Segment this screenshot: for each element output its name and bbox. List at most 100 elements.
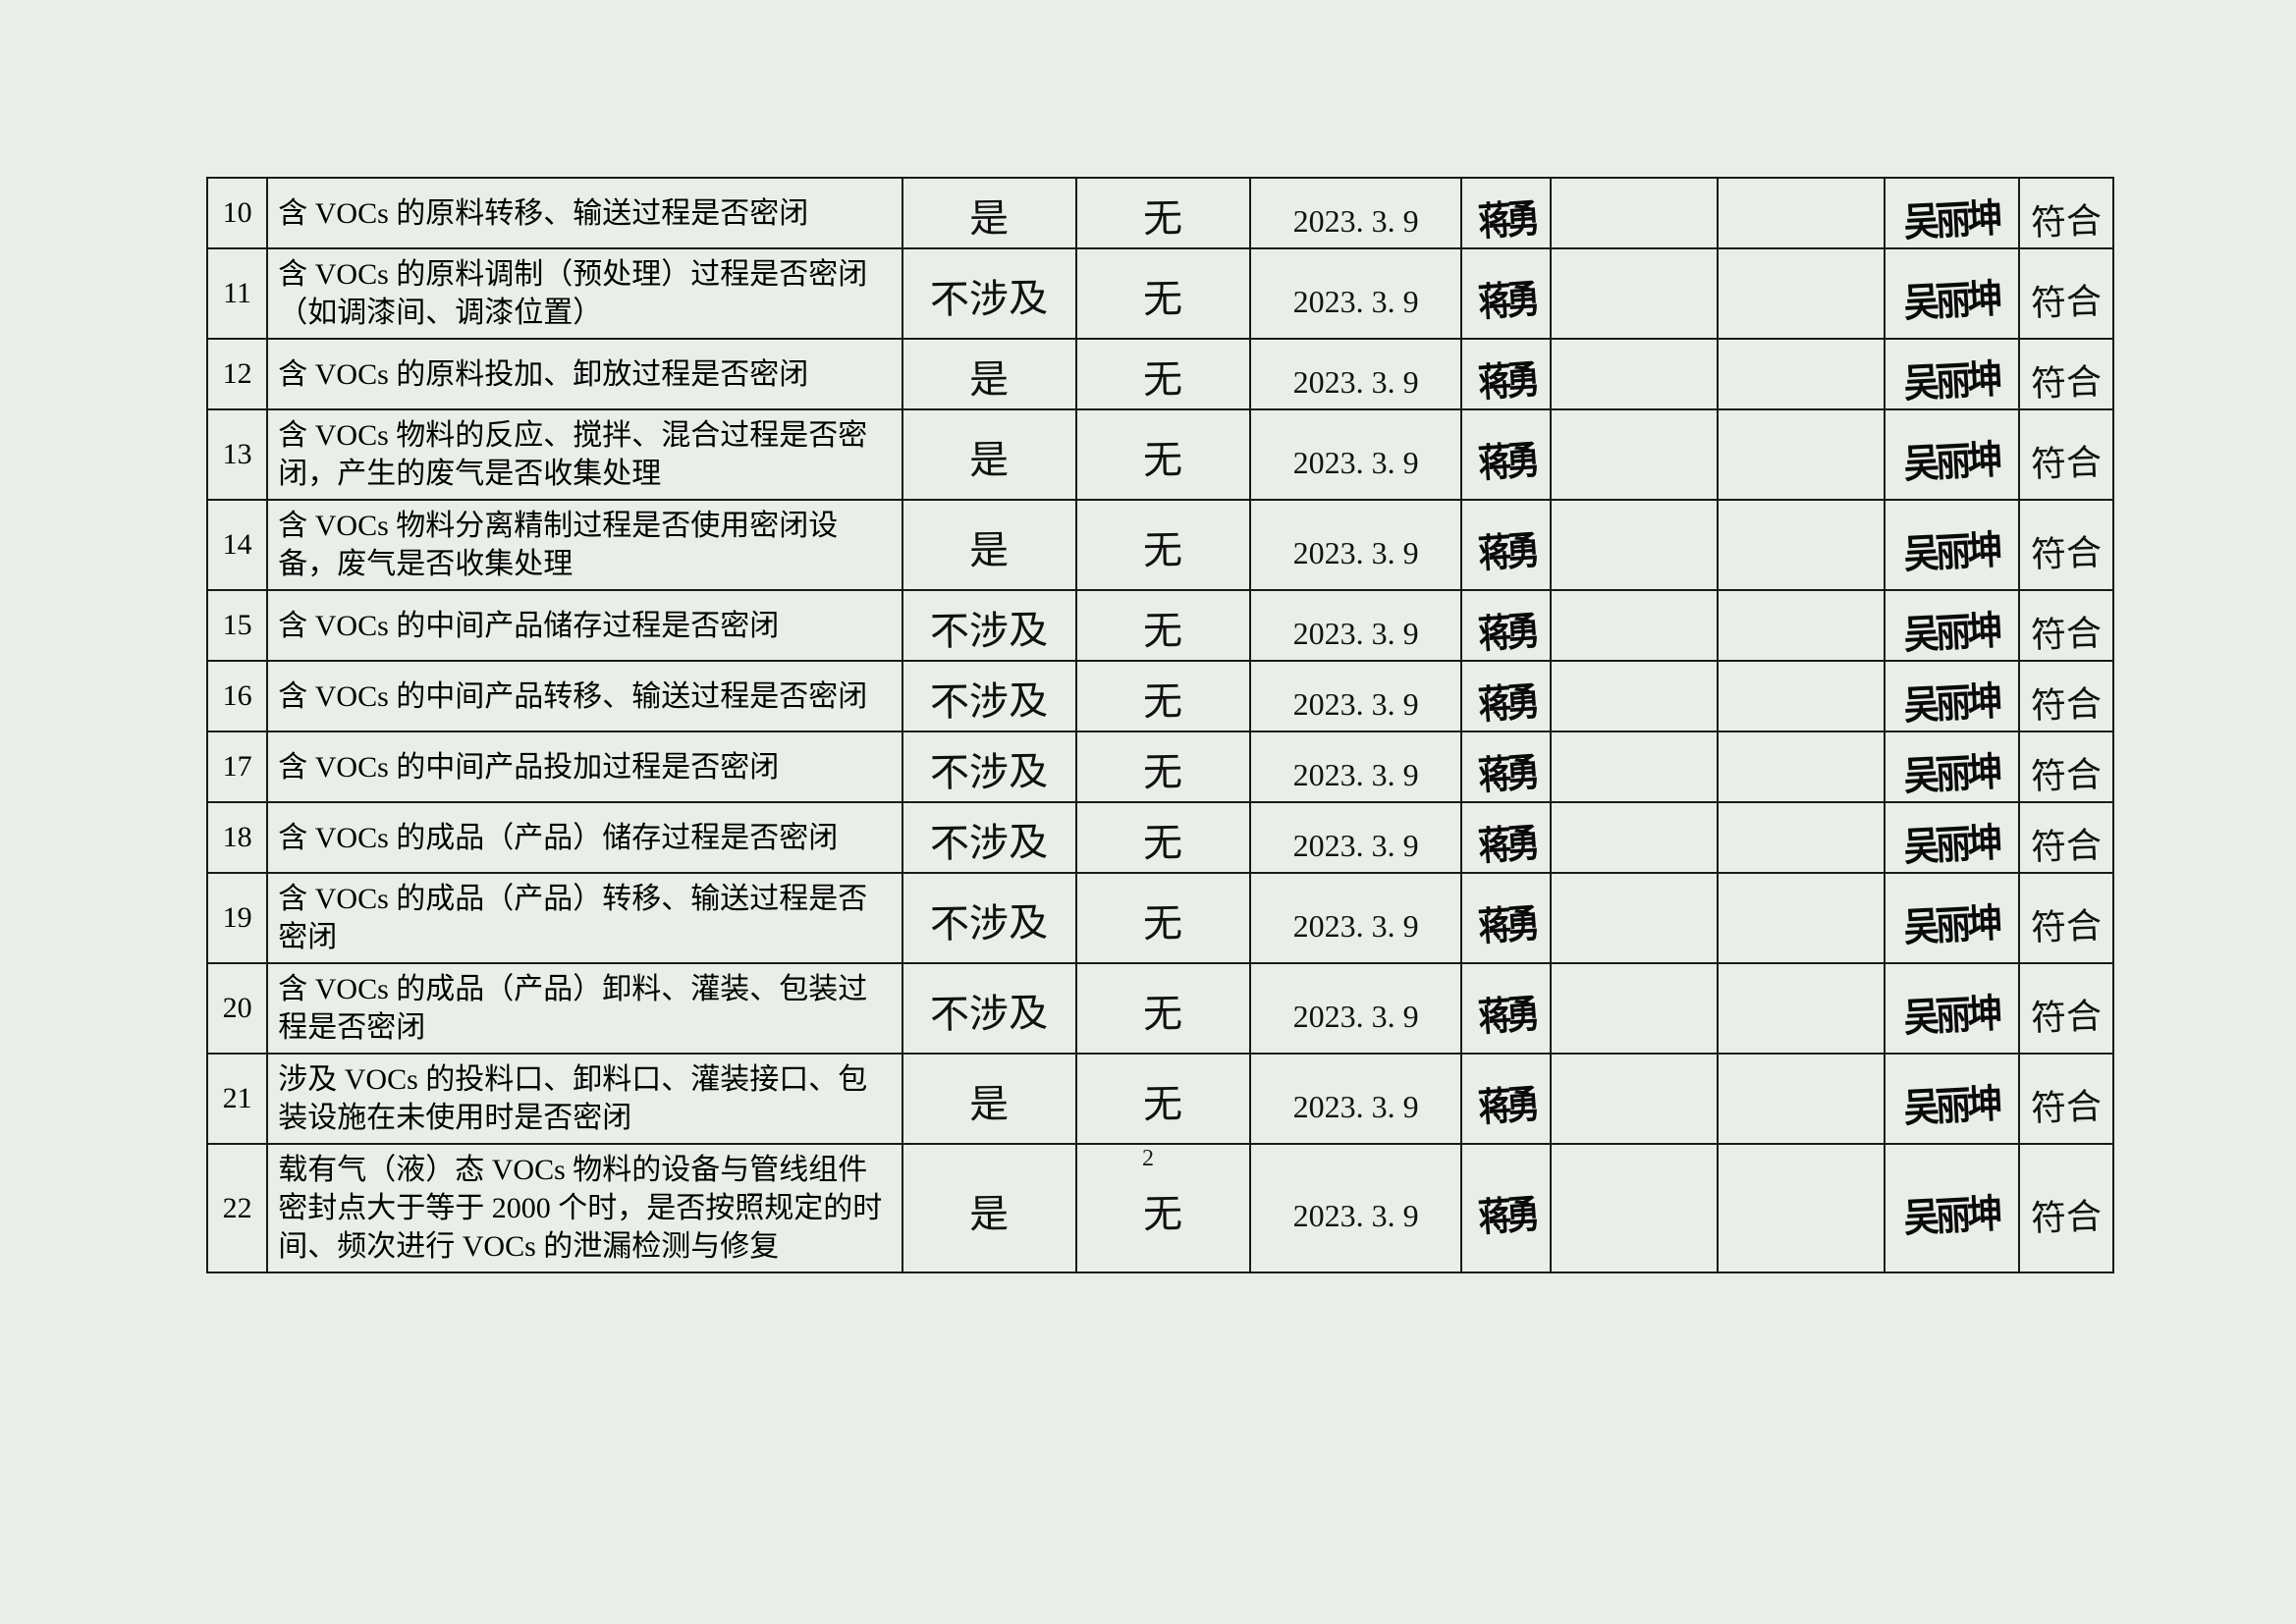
cell-empty-1 — [1551, 178, 1718, 248]
signature-2: 吴丽坤 — [1902, 739, 2000, 801]
signature-1: 蒋勇 — [1476, 670, 1537, 731]
cell-empty-1 — [1551, 339, 1718, 409]
table-row: 19 含 VOCs 的成品（产品）转移、输送过程是否密闭不涉及 无 2023. 3. … — [207, 873, 2113, 963]
date-handwritten: 2023. 3. 9 — [1293, 999, 1419, 1034]
cell-sig2: 吴丽坤 — [1885, 248, 2018, 339]
col-b-handwritten: 无 — [1143, 904, 1183, 945]
cell-answer: 是 — [902, 500, 1076, 590]
inspection-table: 10含 VOCs 的原料转移、输送过程是否密闭是无2023. 3. 9蒋勇吴丽坤… — [206, 177, 2114, 1273]
description-text: 含 VOCs 的原料调制（预处理）过程是否密闭（如调漆间、调漆位置） — [278, 258, 867, 329]
row-number: 10 — [223, 196, 252, 229]
description-text: 含 VOCs 的成品（产品）转移、输送过程是否密闭 — [278, 883, 867, 953]
signature-2: 吴丽坤 — [1902, 981, 2000, 1043]
cell-date: 2023. 3. 9 — [1250, 661, 1462, 731]
cell-empty-2 — [1718, 661, 1885, 731]
row-number: 16 — [223, 679, 252, 712]
col-b-handwritten: 无 — [1143, 753, 1183, 793]
cell-desc: 含 VOCs 的成品（产品）储存过程是否密闭 — [267, 802, 902, 873]
cell-b: 无 — [1076, 500, 1250, 590]
cell-result: 符合 — [2019, 248, 2113, 339]
cell-answer: 不涉及 — [902, 731, 1076, 802]
signature-2: 吴丽坤 — [1902, 598, 2000, 660]
table-row: 14含 VOCs 物料分离精制过程是否使用密闭设备，废气是否收集处理是无2023… — [207, 500, 2113, 590]
row-number: 13 — [223, 438, 252, 470]
cell-sig1: 蒋勇 — [1461, 802, 1551, 873]
result-handwritten: 符合 — [2030, 897, 2103, 950]
result-handwritten: 符合 — [2030, 524, 2103, 577]
signature-1: 蒋勇 — [1476, 892, 1537, 952]
row-number: 22 — [223, 1192, 252, 1224]
result-handwritten: 符合 — [2030, 273, 2103, 326]
date-handwritten: 2023. 3. 9 — [1293, 535, 1419, 570]
description-text: 含 VOCs 的原料转移、输送过程是否密闭 — [278, 197, 808, 230]
answer-handwritten: 不涉及 — [930, 611, 1049, 652]
col-b-handwritten: 无 — [1143, 612, 1183, 652]
cell-num: 11 — [207, 248, 267, 339]
cell-date: 2023. 3. 9 — [1250, 1054, 1462, 1144]
cell-sig2: 吴丽坤 — [1885, 802, 2018, 873]
cell-num: 17 — [207, 731, 267, 802]
cell-b: 无 — [1076, 409, 1250, 500]
signature-2: 吴丽坤 — [1902, 186, 2000, 247]
cell-sig1: 蒋勇 — [1461, 731, 1551, 802]
cell-num: 12 — [207, 339, 267, 409]
cell-result: 符合 — [2019, 731, 2113, 802]
cell-empty-1 — [1551, 1054, 1718, 1144]
cell-result: 符合 — [2019, 178, 2113, 248]
cell-desc: 涉及 VOCs 的投料口、卸料口、灌装接口、包装设施在未使用时是否密闭 — [267, 1054, 902, 1144]
row-number: 18 — [223, 821, 252, 853]
cell-sig1: 蒋勇 — [1461, 1054, 1551, 1144]
result-handwritten: 符合 — [2030, 1187, 2103, 1240]
col-b-handwritten: 无 — [1143, 824, 1183, 864]
row-number: 19 — [223, 901, 252, 934]
cell-desc: 含 VOCs 的成品（产品）转移、输送过程是否密闭 — [267, 873, 902, 963]
answer-handwritten: 不涉及 — [930, 823, 1049, 864]
cell-date: 2023. 3. 9 — [1250, 873, 1462, 963]
cell-b: 无 — [1076, 1054, 1250, 1144]
result-handwritten: 符合 — [2030, 353, 2103, 406]
date-handwritten: 2023. 3. 9 — [1293, 616, 1419, 651]
description-text: 含 VOCs 的成品（产品）储存过程是否密闭 — [278, 822, 838, 854]
answer-handwritten: 是 — [969, 199, 1010, 240]
description-text: 含 VOCs 的成品（产品）卸料、灌装、包装过程是否密闭 — [278, 973, 867, 1044]
answer-handwritten: 不涉及 — [930, 752, 1049, 793]
row-number: 14 — [223, 528, 252, 561]
cell-sig2: 吴丽坤 — [1885, 731, 2018, 802]
table-row: 12含 VOCs 的原料投加、卸放过程是否密闭是无2023. 3. 9蒋勇吴丽坤… — [207, 339, 2113, 409]
cell-answer: 是 — [902, 409, 1076, 500]
cell-answer: 不涉及 — [902, 963, 1076, 1054]
result-handwritten: 符合 — [2030, 817, 2103, 870]
cell-empty-2 — [1718, 248, 1885, 339]
date-handwritten: 2023. 3. 9 — [1293, 284, 1419, 319]
cell-num: 21 — [207, 1054, 267, 1144]
cell-empty-1 — [1551, 731, 1718, 802]
table-row: 18含 VOCs 的成品（产品）储存过程是否密闭不涉及无2023. 3. 9蒋勇… — [207, 802, 2113, 873]
cell-num: 20 — [207, 963, 267, 1054]
cell-empty-2 — [1718, 963, 1885, 1054]
row-number: 17 — [223, 750, 252, 783]
table-row: 15含 VOCs 的中间产品储存过程是否密闭不涉及无2023. 3. 9蒋勇吴丽… — [207, 590, 2113, 661]
cell-b: 无 — [1076, 873, 1250, 963]
cell-sig2: 吴丽坤 — [1885, 178, 2018, 248]
signature-1: 蒋勇 — [1476, 599, 1537, 660]
cell-empty-1 — [1551, 248, 1718, 339]
cell-answer: 是 — [902, 1054, 1076, 1144]
cell-answer: 不涉及 — [902, 873, 1076, 963]
signature-2: 吴丽坤 — [1902, 266, 2000, 328]
signature-2: 吴丽坤 — [1902, 810, 2000, 872]
signature-1: 蒋勇 — [1476, 811, 1537, 872]
cell-empty-1 — [1551, 590, 1718, 661]
col-b-handwritten: 无 — [1143, 995, 1183, 1035]
cell-sig2: 吴丽坤 — [1885, 661, 2018, 731]
date-handwritten: 2023. 3. 9 — [1293, 686, 1419, 722]
cell-desc: 含 VOCs 的中间产品投加过程是否密闭 — [267, 731, 902, 802]
signature-1: 蒋勇 — [1476, 348, 1537, 408]
cell-sig2: 吴丽坤 — [1885, 1054, 2018, 1144]
cell-result: 符合 — [2019, 802, 2113, 873]
cell-sig1: 蒋勇 — [1461, 661, 1551, 731]
table-row: 11含 VOCs 的原料调制（预处理）过程是否密闭（如调漆间、调漆位置）不涉及无… — [207, 248, 2113, 339]
cell-empty-1 — [1551, 500, 1718, 590]
result-handwritten: 符合 — [2030, 988, 2103, 1041]
answer-handwritten: 是 — [969, 1194, 1010, 1234]
cell-desc: 含 VOCs 物料的反应、搅拌、混合过程是否密闭，产生的废气是否收集处理 — [267, 409, 902, 500]
